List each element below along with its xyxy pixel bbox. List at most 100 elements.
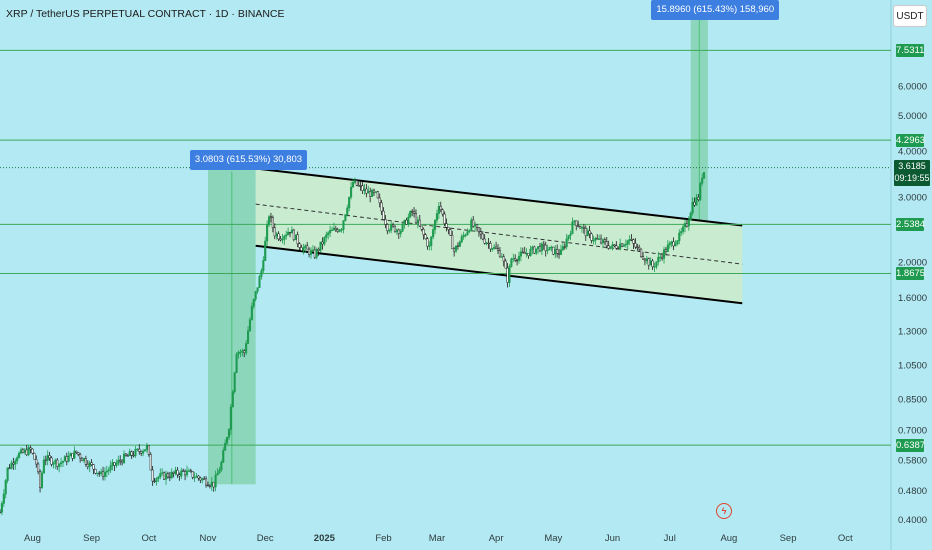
candle-body	[226, 437, 229, 444]
candle-body	[535, 248, 538, 254]
candle-body	[510, 258, 513, 267]
candle-body	[273, 227, 276, 237]
candle-body	[664, 249, 667, 252]
candle-body	[521, 251, 524, 253]
candle-body	[189, 470, 192, 472]
candle-body	[348, 196, 351, 209]
candle-body	[178, 474, 181, 477]
candle-body	[390, 224, 393, 231]
candle-body	[504, 260, 507, 269]
candle-body	[266, 224, 269, 242]
price-tick-label: 5.0000	[898, 111, 927, 122]
candle-body	[466, 231, 469, 236]
candle-body	[342, 220, 345, 230]
time-tick-label: Jun	[605, 533, 620, 544]
candle-body	[376, 191, 379, 199]
candle-body	[542, 243, 545, 246]
candle-body	[401, 223, 404, 232]
candle-body	[523, 252, 526, 255]
candle-body	[302, 247, 305, 251]
candle-body	[258, 276, 261, 288]
candle-body	[590, 233, 593, 241]
current-price-value: 3.6185	[898, 160, 926, 171]
candle-body	[529, 248, 532, 256]
candle-body	[508, 266, 511, 283]
candle-body	[285, 234, 288, 237]
candle-body	[580, 226, 584, 229]
candle-body	[336, 229, 339, 232]
price-tick-label: 1.0500	[898, 361, 927, 372]
candle-body	[344, 214, 347, 221]
channel-lower-line	[255, 244, 743, 305]
candle-body	[418, 219, 421, 227]
candle-body	[619, 243, 622, 250]
candle-body	[10, 462, 13, 469]
candle-body	[641, 256, 645, 260]
candle-body	[84, 458, 87, 465]
candle-body	[52, 463, 55, 465]
candle-body	[367, 191, 370, 194]
candle-body	[371, 189, 374, 197]
candle-body	[130, 451, 133, 456]
candle-body	[651, 260, 654, 267]
candle-body	[554, 249, 557, 255]
candle-body	[105, 470, 108, 473]
candle-body	[668, 242, 671, 246]
candle-body	[199, 477, 202, 481]
channel-mid-line	[255, 203, 743, 265]
candle-body	[640, 248, 643, 258]
candle-body	[86, 464, 89, 468]
candle-body	[703, 172, 706, 179]
candle-body	[384, 219, 387, 225]
candle-body	[0, 503, 3, 513]
candle-body	[647, 258, 650, 266]
candle-body	[561, 246, 564, 251]
candle-body	[29, 447, 32, 450]
candle-body	[622, 244, 625, 247]
price-tick-label: 1.6000	[898, 293, 927, 304]
candle-body	[498, 250, 501, 258]
candle-body	[61, 460, 65, 463]
chart-title: XRP / TetherUS PERPETUAL CONTRACT · 1D ·…	[6, 8, 285, 20]
candle-body	[271, 217, 274, 228]
candle-body	[229, 406, 232, 430]
candle-body	[172, 471, 175, 474]
candle-body	[224, 442, 227, 451]
candle-body	[355, 180, 358, 186]
candle-body	[657, 256, 660, 263]
candle-body	[495, 246, 498, 249]
candle-body	[98, 472, 101, 475]
candle-body	[330, 229, 334, 232]
candle-body	[388, 230, 391, 232]
candle-body	[334, 227, 337, 231]
candle-body	[315, 249, 318, 258]
candle-body	[14, 460, 17, 465]
candle-body	[437, 206, 440, 214]
candle-body	[23, 449, 26, 453]
candle-body	[136, 448, 139, 451]
candle-body	[695, 197, 698, 206]
time-tick-label: Jul	[664, 533, 676, 544]
candle-body	[357, 185, 360, 187]
candle-body	[538, 246, 542, 252]
candle-body	[592, 240, 595, 242]
candle-body	[630, 239, 633, 241]
candle-body	[311, 249, 314, 251]
price-tick-label: 2.0000	[898, 258, 927, 269]
candle-body	[453, 248, 456, 252]
measure-callout-1: 3.0803 (615.53%) 30,803	[189, 150, 308, 170]
candle-body	[82, 458, 86, 461]
currency-unit-button[interactable]: USDT	[893, 5, 927, 27]
candle-body	[277, 233, 280, 240]
candle-body	[313, 249, 316, 258]
candle-body	[138, 448, 141, 452]
candle-body	[516, 259, 519, 262]
candle-body	[483, 238, 486, 244]
flash-icon[interactable]: ϟ	[716, 503, 732, 519]
candle-body	[121, 460, 124, 464]
price-tick-label: 3.0000	[898, 193, 927, 204]
candle-body	[39, 471, 42, 488]
candle-body	[351, 182, 355, 188]
candle-body	[4, 480, 7, 495]
